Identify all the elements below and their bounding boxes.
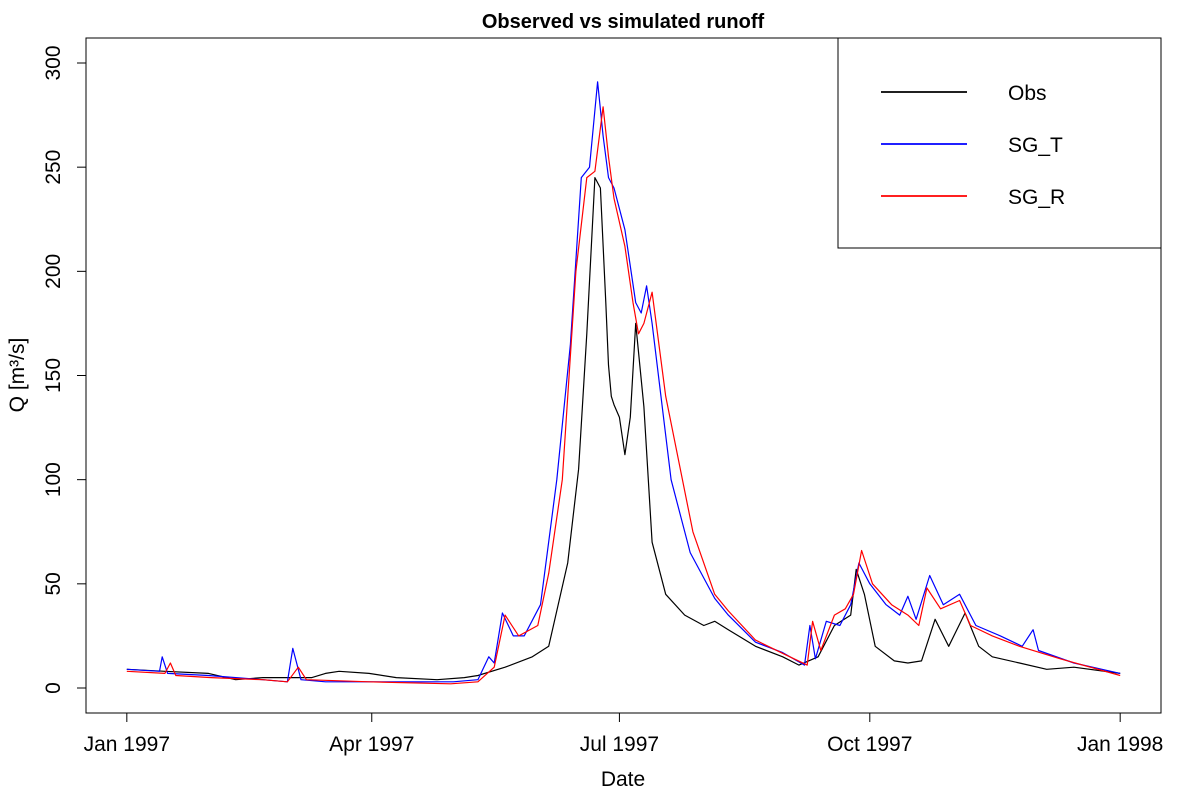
y-tick-label: 50 [42,572,65,595]
series-line-sg-r [126,106,1121,685]
legend-label-obs: Obs [1008,82,1047,105]
x-tick-label: Jul 1997 [580,733,659,756]
x-axis-label: Date [601,768,645,791]
x-tick-label: Oct 1997 [827,733,912,756]
y-tick-label: 100 [42,462,65,497]
legend: Obs SG_T SG_R [837,37,1162,249]
y-tick-label: 0 [42,682,65,694]
x-tick-label: Apr 1997 [329,733,414,756]
y-tick-label: 150 [42,358,65,393]
y-axis: 0 50 100 150 200 250 300 [42,45,86,694]
legend-box [837,37,1162,249]
series-line-obs [126,177,1121,681]
x-tick-label: Jan 1998 [1077,733,1163,756]
chart-title: Observed vs simulated runoff [482,11,765,33]
y-axis-label: Q [m³/s] [6,338,29,413]
legend-label-sg-r: SG_R [1008,186,1065,209]
y-tick-label: 300 [42,45,65,80]
legend-label-sg-t: SG_T [1008,134,1063,157]
x-tick-label: Jan 1997 [84,733,170,756]
x-axis: Jan 1997 Apr 1997 Jul 1997 Oct 1997 Jan 1998 [84,713,1163,756]
series-layer [126,81,1121,685]
y-tick-label: 250 [42,150,65,185]
y-tick-label: 200 [42,254,65,289]
